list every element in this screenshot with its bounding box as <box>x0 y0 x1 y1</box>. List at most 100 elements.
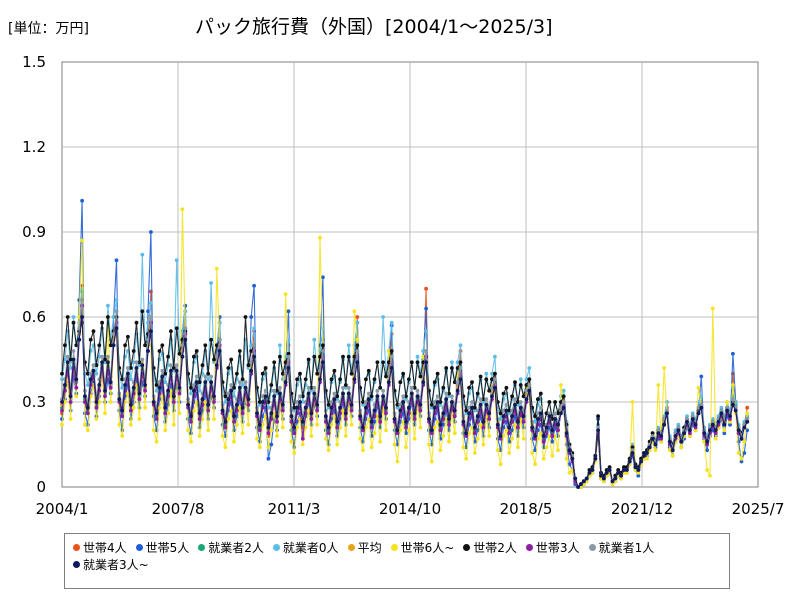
data-point <box>381 394 385 399</box>
data-point <box>163 428 168 433</box>
data-point <box>226 366 231 370</box>
data-point <box>349 408 354 413</box>
data-point <box>444 397 449 402</box>
data-point <box>111 315 116 319</box>
data-point <box>103 388 107 393</box>
data-point <box>338 425 342 430</box>
data-point <box>349 371 354 376</box>
data-point <box>659 436 664 441</box>
data-point <box>332 391 337 396</box>
data-point <box>71 357 76 362</box>
data-point <box>478 374 483 379</box>
data-point <box>177 411 182 416</box>
legend-label: 就業者0人 <box>282 541 339 555</box>
data-point <box>275 414 279 419</box>
data-point <box>395 405 400 410</box>
chart-title: パック旅行費（外国）[2004/1～2025/3] <box>195 16 553 38</box>
data-point <box>343 417 348 421</box>
data-point <box>581 479 586 484</box>
data-point <box>123 343 127 348</box>
data-point <box>355 349 360 353</box>
data-point <box>280 402 285 407</box>
data-point <box>189 414 193 419</box>
data-point <box>418 425 423 430</box>
data-point <box>60 408 64 413</box>
data-point <box>189 385 193 390</box>
data-point <box>550 439 555 444</box>
data-point <box>134 320 139 325</box>
data-point <box>579 482 583 487</box>
data-point <box>206 377 211 382</box>
data-point <box>547 414 552 419</box>
data-point <box>470 405 474 410</box>
series-group <box>60 198 750 489</box>
data-point <box>235 402 239 407</box>
data-point <box>696 385 701 390</box>
data-point <box>212 417 216 421</box>
data-point <box>295 377 299 382</box>
data-point <box>705 448 709 453</box>
data-point <box>100 320 104 325</box>
data-point <box>662 422 666 427</box>
data-point <box>120 377 125 382</box>
data-point <box>461 445 466 450</box>
data-point <box>467 385 471 390</box>
data-point <box>151 428 156 433</box>
data-point <box>386 360 391 365</box>
data-point <box>180 343 185 348</box>
data-point <box>705 468 709 472</box>
data-point <box>561 388 566 393</box>
data-point <box>71 320 76 325</box>
legend-marker <box>272 544 280 551</box>
data-point <box>163 371 168 376</box>
data-point <box>510 428 514 433</box>
data-point <box>676 428 681 433</box>
data-point <box>146 320 150 325</box>
data-point <box>269 442 274 447</box>
data-point <box>501 434 506 438</box>
data-point <box>688 434 692 438</box>
gridlines <box>62 62 758 487</box>
data-point <box>610 482 615 487</box>
data-point <box>713 428 718 433</box>
data-point <box>292 405 297 410</box>
data-point <box>518 405 523 410</box>
data-point <box>544 425 549 430</box>
data-point <box>418 402 423 407</box>
data-point <box>472 425 477 430</box>
data-point <box>742 425 747 430</box>
legend-item: 世帯5人 <box>135 540 189 557</box>
data-point <box>309 388 314 393</box>
data-point <box>550 434 555 438</box>
data-point <box>484 402 489 407</box>
data-point <box>203 400 208 404</box>
data-point <box>455 388 460 393</box>
data-point <box>424 286 428 291</box>
data-point <box>513 380 517 385</box>
data-point <box>106 303 110 308</box>
data-point <box>728 414 732 419</box>
data-point <box>321 343 325 348</box>
data-point <box>226 397 231 402</box>
data-point <box>203 343 208 348</box>
data-point <box>266 431 271 436</box>
data-point <box>685 419 689 424</box>
data-point <box>369 397 374 402</box>
data-point <box>171 394 176 399</box>
data-point <box>266 456 271 461</box>
data-point <box>321 349 325 353</box>
data-point <box>286 351 291 356</box>
data-point <box>257 445 262 450</box>
data-point <box>728 422 732 427</box>
data-point <box>495 448 500 453</box>
data-point <box>424 349 428 353</box>
data-point <box>286 309 291 314</box>
data-point <box>194 374 199 379</box>
x-tick-label: 2004/1 <box>36 500 89 518</box>
data-point <box>504 428 509 433</box>
data-point <box>128 402 133 407</box>
data-point <box>128 422 133 427</box>
data-point <box>464 411 469 416</box>
data-point <box>713 431 718 436</box>
data-point <box>384 411 388 416</box>
